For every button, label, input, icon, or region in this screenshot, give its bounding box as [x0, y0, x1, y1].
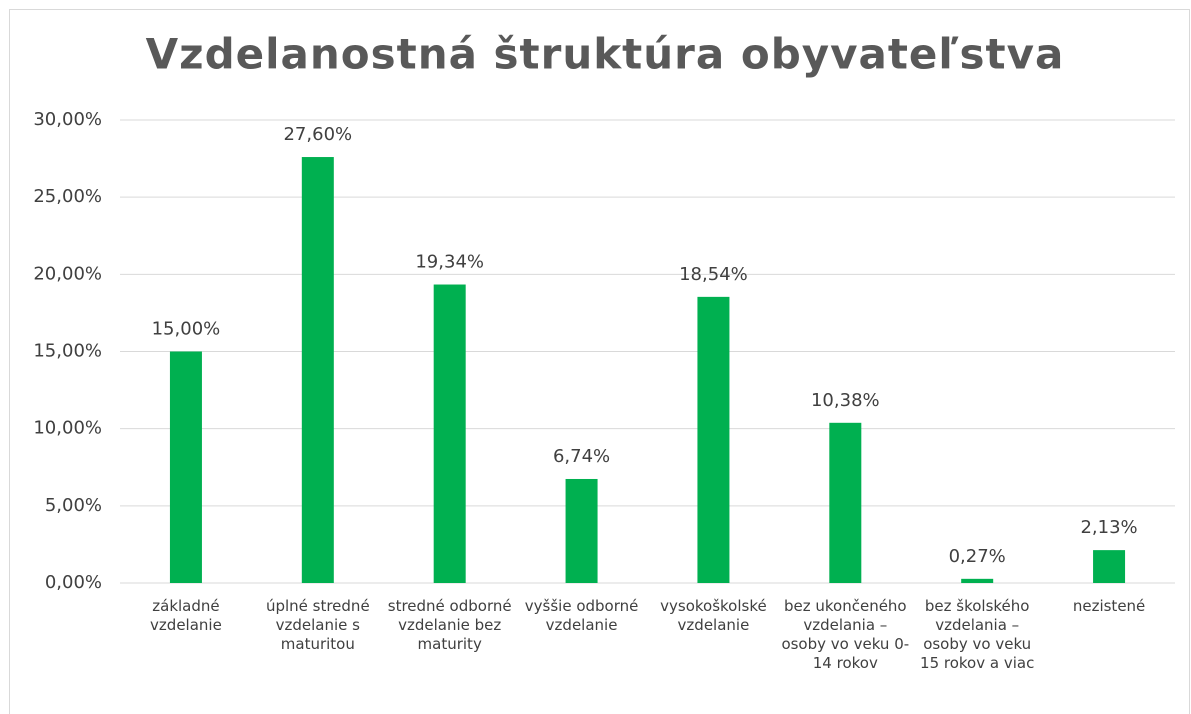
y-tick-label: 15,00%	[33, 341, 102, 362]
x-tick-label: bez ukončeného vzdelania – osoby vo veku…	[781, 597, 910, 672]
bar	[433, 284, 466, 583]
data-label: 2,13%	[1080, 517, 1137, 538]
chart-border	[9, 9, 1190, 714]
bar	[301, 157, 334, 584]
bar	[169, 351, 202, 583]
bar	[829, 422, 862, 583]
x-tick-label: vysokoškolské vzdelanie	[660, 597, 767, 634]
chart-title: Vzdelanostná štruktúra obyvateľstva	[146, 30, 1065, 79]
data-label: 18,54%	[679, 264, 748, 285]
data-label: 0,27%	[949, 546, 1006, 567]
x-tick-label: stredné odborné vzdelanie bez maturity	[387, 597, 512, 653]
x-tick-label: vyššie odborné vzdelanie	[524, 597, 639, 634]
y-tick-label: 30,00%	[33, 109, 102, 130]
bar	[565, 478, 598, 583]
data-label: 15,00%	[152, 319, 221, 340]
bar	[961, 578, 994, 583]
data-label: 6,74%	[553, 446, 610, 467]
x-tick-label: bez školského vzdelania – osoby vo veku …	[920, 597, 1035, 672]
y-tick-label: 0,00%	[45, 572, 102, 593]
data-label: 19,34%	[415, 252, 484, 273]
y-tick-label: 10,00%	[33, 418, 102, 439]
y-tick-label: 25,00%	[33, 186, 102, 207]
x-tick-label: základné vzdelanie	[150, 597, 222, 634]
y-tick-label: 20,00%	[33, 263, 102, 284]
y-tick-label: 5,00%	[45, 495, 102, 516]
data-label: 10,38%	[811, 390, 880, 411]
x-tick-label: úplné stredné vzdelanie s maturitou	[265, 597, 370, 653]
data-label: 27,60%	[283, 124, 352, 145]
x-tick-label: nezistené	[1072, 597, 1146, 615]
bar	[1093, 550, 1126, 583]
bar	[697, 296, 730, 583]
